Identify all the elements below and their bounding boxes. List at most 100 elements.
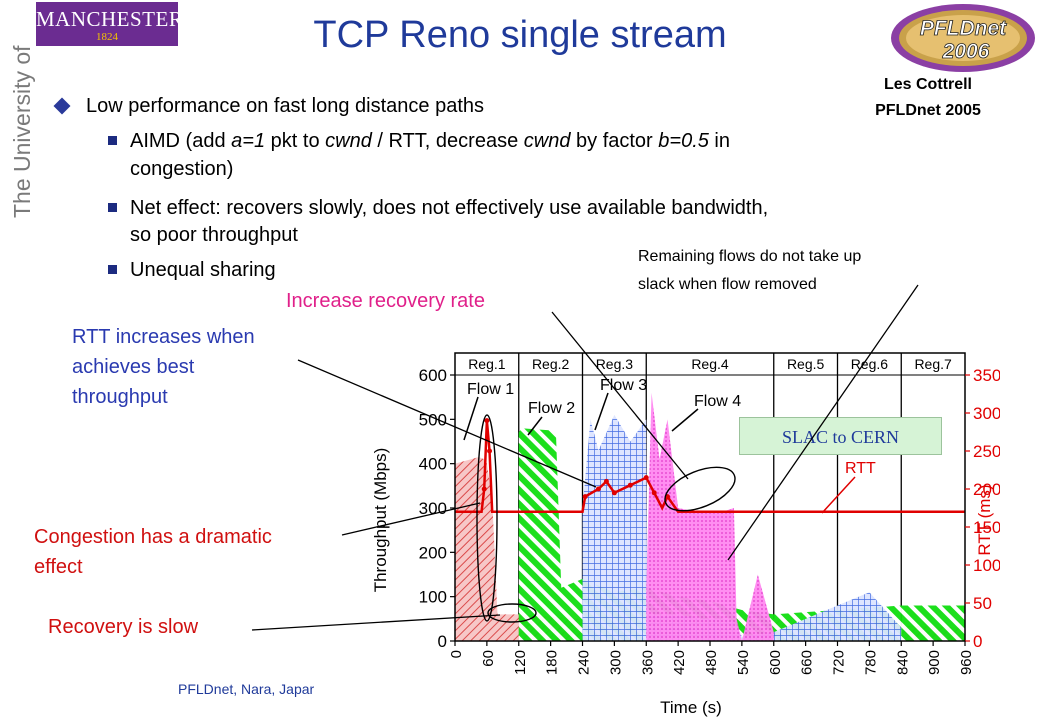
annotation-remaining: Remaining flows do not take up slack whe… xyxy=(638,243,861,299)
y-left-tick-label: 400 xyxy=(419,455,447,474)
badge-line2: 2006 xyxy=(942,40,990,63)
y-right-tick-label: 300 xyxy=(973,404,1000,423)
x-tick-label: 0 xyxy=(448,650,465,658)
university-vertical-label: The University of Manchester xyxy=(9,40,35,218)
x-tick-label: 420 xyxy=(671,650,688,675)
flow4-label: Flow 4 xyxy=(694,393,741,410)
bullet-aimd: AIMD (add a=1 pkt to cwnd / RTT, decreas… xyxy=(130,128,730,155)
region-label: Reg.1 xyxy=(468,356,506,372)
rtt-point xyxy=(487,448,493,454)
aimd-part: in xyxy=(708,130,730,152)
author-name: Les Cottrell xyxy=(883,76,972,93)
region-label: Reg.5 xyxy=(787,356,825,372)
aimd-part: AIMD (add xyxy=(130,130,232,152)
x-tick-label: 180 xyxy=(544,650,561,675)
rtt-point xyxy=(651,490,657,496)
university-logo: MANCHESTER 1824 xyxy=(36,2,184,46)
throughput-chart: Reg.1 Reg.2 Reg.3 Reg.4 Reg.5 Reg.6 Reg.7 0 100 2… xyxy=(360,335,1000,720)
y-right-tick-label: 250 xyxy=(973,442,1000,461)
x-tick-label: 600 xyxy=(767,650,784,675)
x-tick-label: 240 xyxy=(576,650,593,675)
y-axis-right-title: RTT (ms) xyxy=(975,484,994,555)
x-tick-label: 120 xyxy=(512,650,529,675)
y-left-tick-label: 600 xyxy=(419,366,447,385)
x-tick-label: 60 xyxy=(480,650,497,667)
rtt-point xyxy=(643,475,649,481)
annotation-remaining-line1: Remaining flows do not take up xyxy=(638,248,862,265)
x-tick-label: 780 xyxy=(862,650,879,675)
y-left-tick-label: 0 xyxy=(438,632,447,651)
flow2-label: Flow 2 xyxy=(528,400,575,417)
y-left-tick-label: 300 xyxy=(419,499,447,518)
annotation-rtt-line3: throughput xyxy=(72,386,168,408)
region-label: Reg.4 xyxy=(691,356,729,372)
bullet-diamond-icon xyxy=(53,97,71,115)
rtt-point xyxy=(603,478,609,484)
author-block: Les Cottrell PFLDnet 2005 xyxy=(838,72,1018,124)
slide-title: TCP Reno single stream xyxy=(313,14,727,56)
region-label: Reg.6 xyxy=(851,356,889,372)
x-tick-label: 660 xyxy=(799,650,816,675)
aimd-part: / RTT, decrease xyxy=(371,130,524,152)
rtt-point xyxy=(627,482,633,488)
x-axis-title: Time (s) xyxy=(660,698,722,717)
bullet-unequal: Unequal sharing xyxy=(130,259,276,281)
x-tick-label: 900 xyxy=(926,650,943,675)
y-right-tick-label: 350 xyxy=(973,366,1000,385)
y-left-tick-label: 200 xyxy=(419,543,447,562)
aimd-b-value: b=0.5 xyxy=(658,130,709,152)
footer-text: PFLDnet, Nara, Japar xyxy=(178,681,315,697)
y-axis-left-title: Throughput (Mbps) xyxy=(371,448,390,593)
rtt-point xyxy=(611,490,617,496)
bullet-square-icon xyxy=(108,203,117,212)
annotation-increase: Increase recovery rate xyxy=(286,290,485,312)
pfldnet-badge: PFLDnet 2006 xyxy=(891,4,1035,72)
y-left-tick-label: 100 xyxy=(419,588,447,607)
aimd-cwnd: cwnd xyxy=(325,130,372,152)
university-vertical-text: The University of Manchester xyxy=(9,40,35,218)
annotation-congestion-line1: Congestion has a dramatic xyxy=(34,526,272,548)
bullet-main: Low performance on fast long distance pa… xyxy=(86,95,485,117)
annotation-congestion-line2: effect xyxy=(34,556,83,578)
bullet-aimd-line2: congestion) xyxy=(130,158,234,180)
rtt-point xyxy=(481,486,487,492)
aimd-part: pkt to xyxy=(265,130,326,152)
x-tick-label: 960 xyxy=(958,650,975,675)
region-label: Reg.7 xyxy=(914,356,952,372)
bullet-net-effect: Net effect: recovers slowly, does not ef… xyxy=(130,197,769,219)
bullet-square-icon xyxy=(108,265,117,274)
badge-line1: PFLDnet xyxy=(920,17,1007,40)
rtt-point xyxy=(582,494,588,500)
annotation-remaining-line2: slack when flow removed xyxy=(638,276,817,293)
y-left-tick-label: 500 xyxy=(419,410,447,429)
y-right-tick-label: 100 xyxy=(973,556,1000,575)
x-tick-label: 480 xyxy=(703,650,720,675)
aimd-cwnd: cwnd xyxy=(523,130,571,152)
flow1-label: Flow 1 xyxy=(467,381,514,398)
flow3-label: Flow 3 xyxy=(600,377,647,394)
y-right-tick-label: 50 xyxy=(973,594,992,613)
x-tick-label: 840 xyxy=(894,650,911,675)
aimd-a-value: a=1 xyxy=(231,130,266,152)
y-right-tick-label: 0 xyxy=(973,632,982,651)
region-label: Reg.2 xyxy=(532,356,570,372)
y-right-tick-label: 150 xyxy=(973,518,1000,537)
rtt-series-label: RTT xyxy=(845,460,876,477)
aimd-part: by factor xyxy=(570,130,659,152)
rtt-point xyxy=(484,418,490,424)
y-right-tick-label: 200 xyxy=(973,480,1000,499)
x-tick-label: 360 xyxy=(639,650,656,675)
annotation-rtt-line2: achieves best xyxy=(72,356,195,378)
bullet-net-effect-line2: so poor throughput xyxy=(130,224,298,246)
logo-year: 1824 xyxy=(96,31,118,43)
region-label: Reg.3 xyxy=(596,356,634,372)
flow-area-4 xyxy=(646,392,774,641)
annotation-rtt: RTT increases when achieves best through… xyxy=(72,322,255,412)
logo-name: MANCHESTER xyxy=(36,7,184,31)
annotation-congestion: Congestion has a dramatic effect xyxy=(34,522,272,582)
x-tick-label: 300 xyxy=(607,650,624,675)
author-event: PFLDnet 2005 xyxy=(875,102,981,119)
annotation-recovery: Recovery is slow xyxy=(48,616,199,638)
rtt-point xyxy=(665,494,670,500)
bullet-square-icon xyxy=(108,136,117,145)
